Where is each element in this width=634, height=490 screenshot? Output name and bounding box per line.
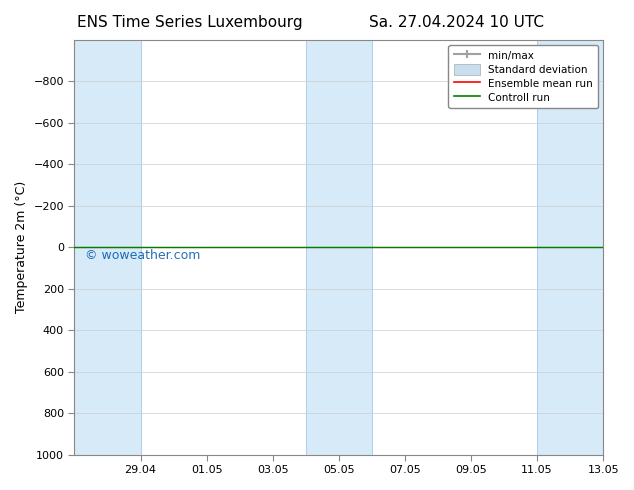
Legend: min/max, Standard deviation, Ensemble mean run, Controll run: min/max, Standard deviation, Ensemble me… (448, 45, 598, 108)
Bar (537, 40, 603, 455)
Y-axis label: Temperature 2m (°C): Temperature 2m (°C) (15, 181, 28, 313)
Bar (74, 40, 141, 455)
Bar (306, 40, 372, 455)
Text: Sa. 27.04.2024 10 UTC: Sa. 27.04.2024 10 UTC (369, 15, 544, 30)
Text: © woweather.com: © woweather.com (85, 249, 200, 262)
Text: ENS Time Series Luxembourg: ENS Time Series Luxembourg (77, 15, 303, 30)
